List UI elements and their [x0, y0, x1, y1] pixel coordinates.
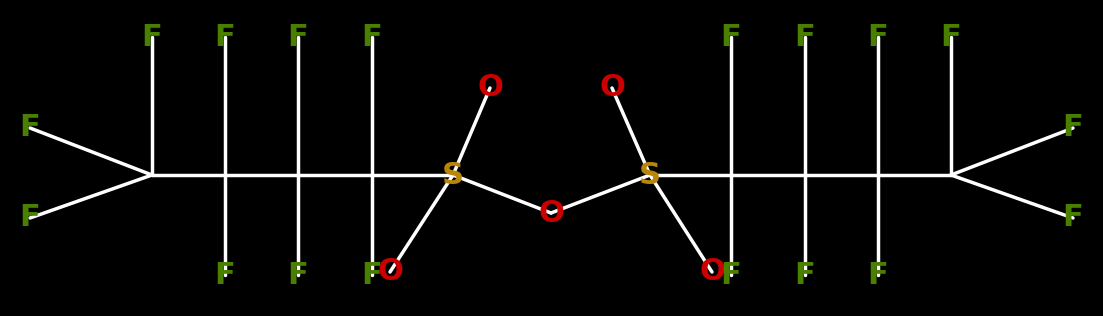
Text: F: F — [868, 260, 888, 289]
Text: F: F — [141, 22, 162, 52]
Text: F: F — [20, 113, 41, 143]
Text: O: O — [538, 198, 564, 228]
Text: O: O — [599, 74, 625, 102]
Text: F: F — [1062, 113, 1083, 143]
Text: F: F — [868, 22, 888, 52]
Text: S: S — [639, 161, 661, 190]
Text: F: F — [288, 260, 309, 289]
Text: F: F — [20, 204, 41, 233]
Text: F: F — [720, 260, 741, 289]
Text: F: F — [720, 22, 741, 52]
Text: F: F — [941, 22, 962, 52]
Text: F: F — [1062, 204, 1083, 233]
Text: F: F — [362, 22, 383, 52]
Text: F: F — [288, 22, 309, 52]
Text: S: S — [442, 161, 464, 190]
Text: O: O — [699, 258, 725, 287]
Text: F: F — [215, 22, 235, 52]
Text: F: F — [362, 260, 383, 289]
Text: F: F — [215, 260, 235, 289]
Text: O: O — [377, 258, 403, 287]
Text: O: O — [478, 74, 503, 102]
Text: F: F — [794, 260, 815, 289]
Text: F: F — [794, 22, 815, 52]
